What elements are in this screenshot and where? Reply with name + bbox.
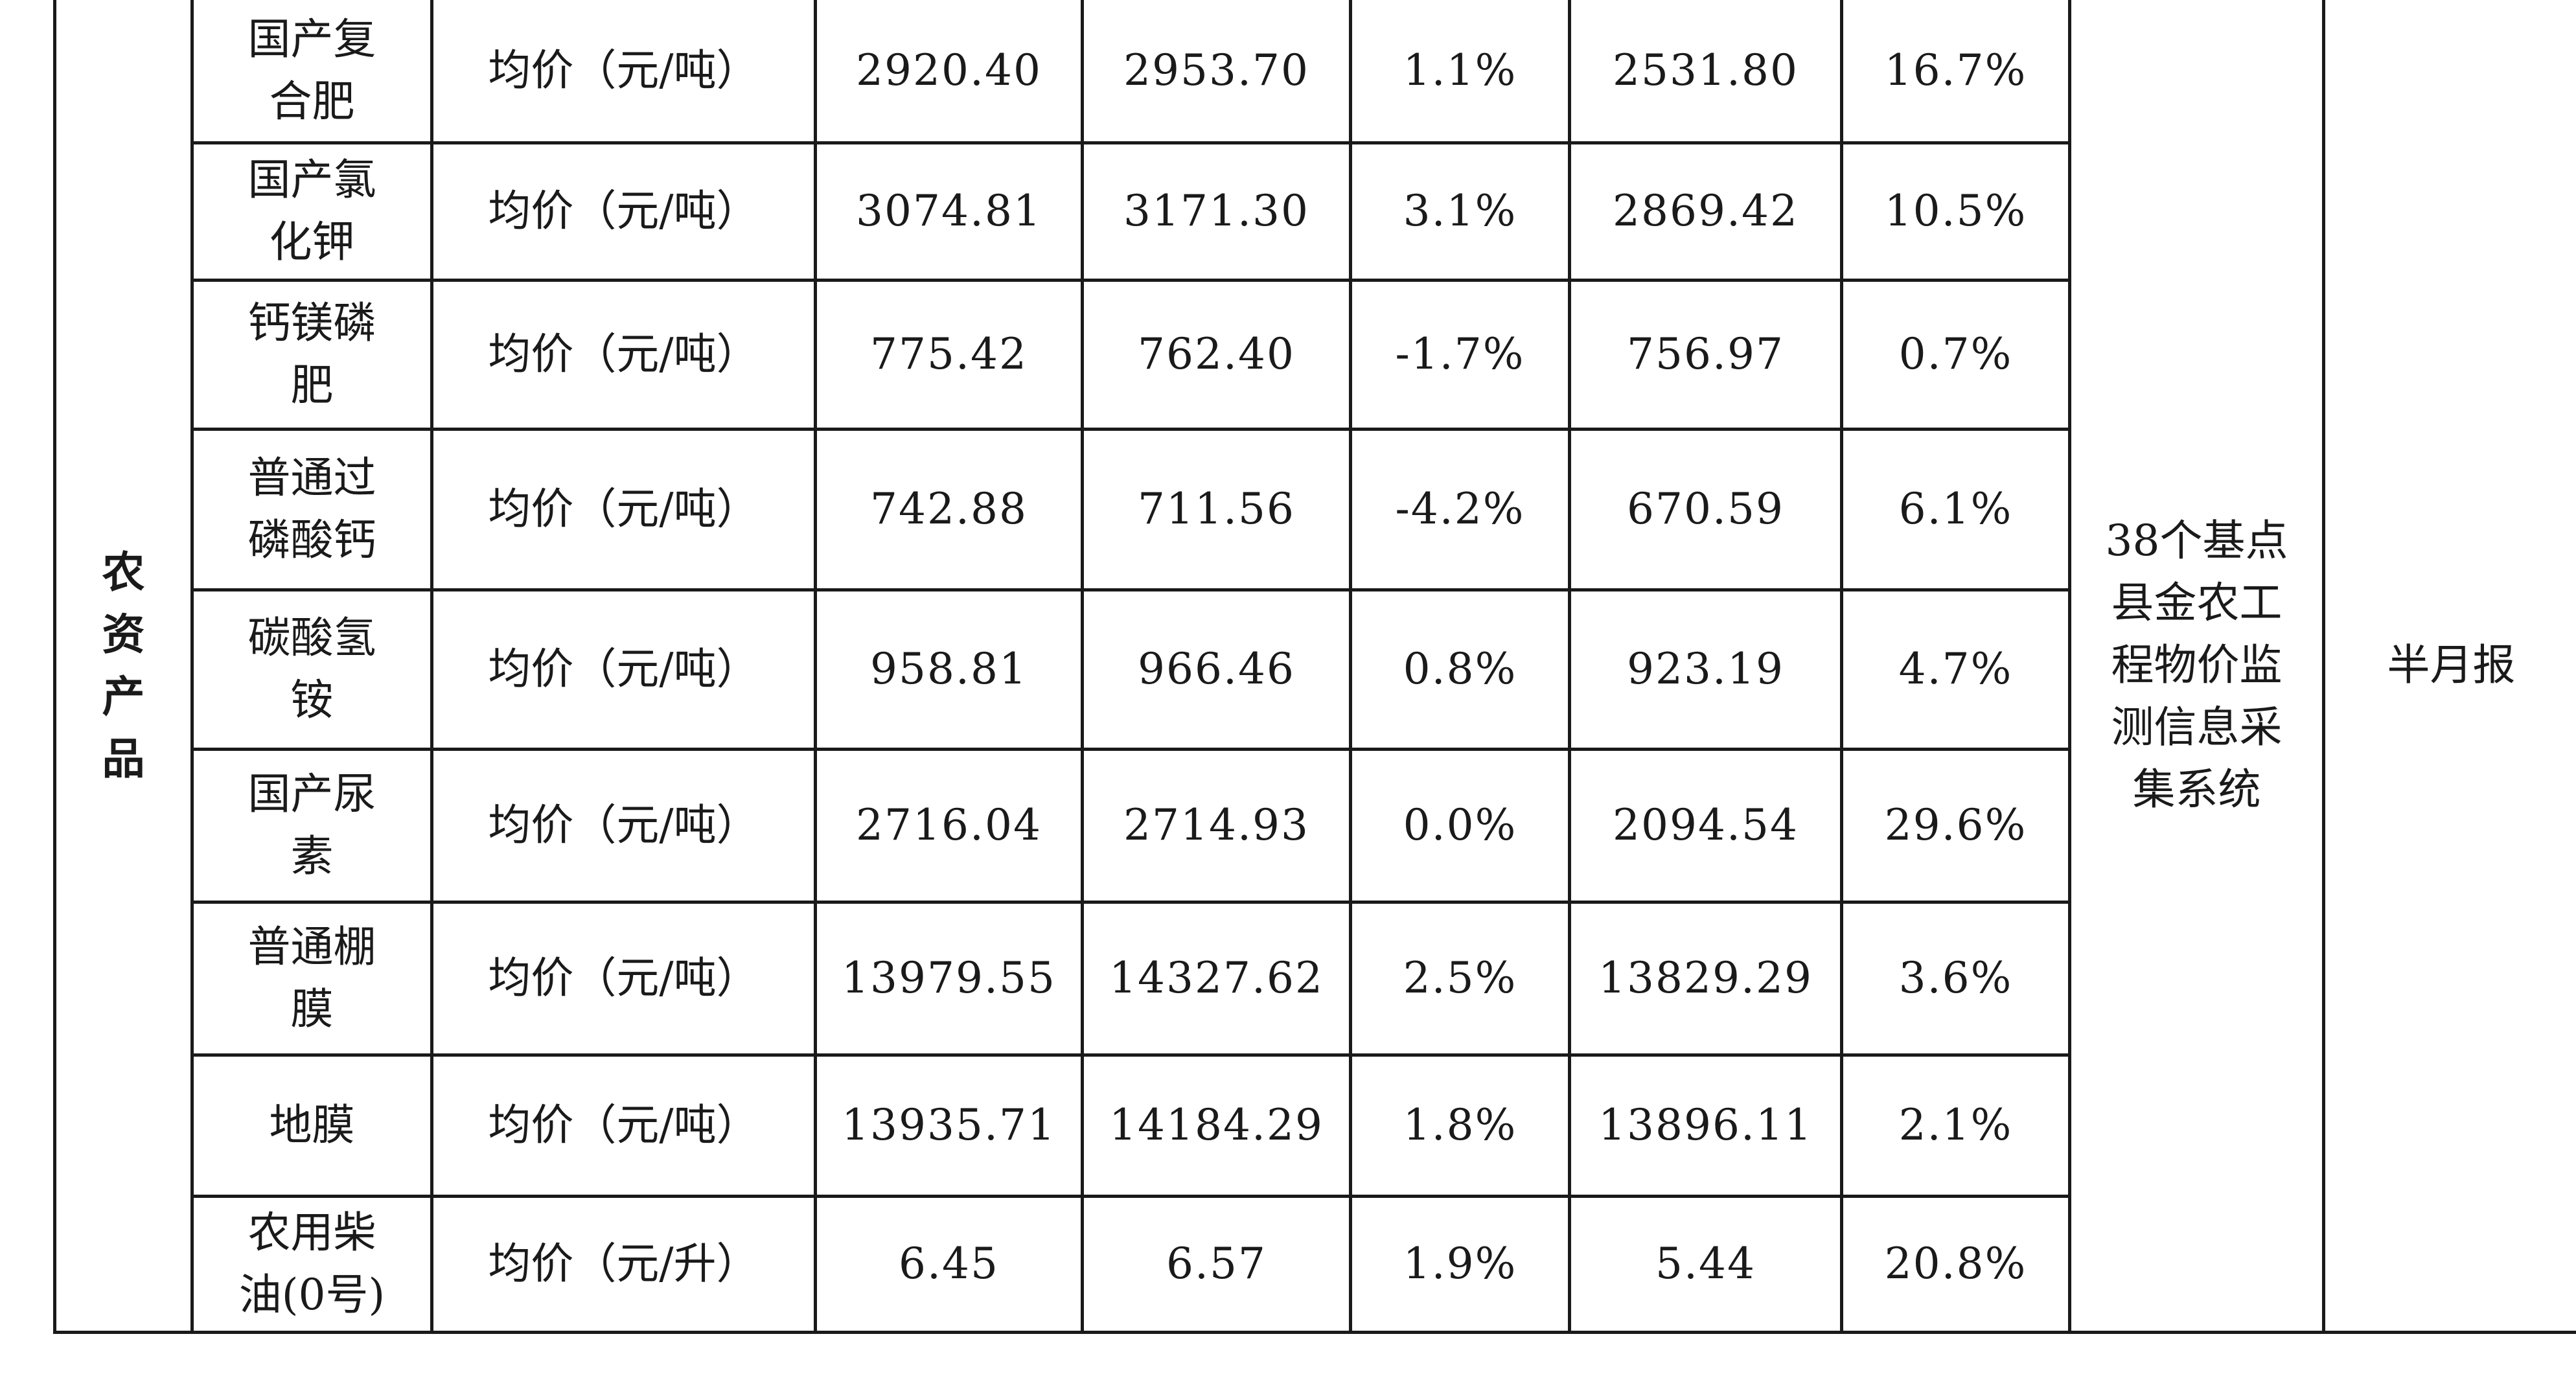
yoy-change-cell: 6.1% [1840, 427, 2071, 591]
table-row: 钙镁磷肥 均价（元/吨） 775.42 762.40 -1.7% 756.97 … [55, 278, 2576, 431]
price-table: 农资产品 国产复合肥 均价（元/吨） 2920.40 2953.70 1.1% … [53, 0, 2576, 1334]
change-cell: 3.1% [1349, 141, 1571, 282]
source-cell: 38个基点县金农工程物价监测信息采集系统 [2068, 0, 2325, 1334]
unit-cell: 均价（元/吨） [430, 278, 817, 431]
last-year-price-cell: 923.19 [1568, 588, 1843, 751]
unit-cell: 均价（元/吨） [430, 427, 817, 591]
previous-price-cell: 6.57 [1081, 1194, 1352, 1334]
yoy-change-cell: 3.6% [1840, 900, 2071, 1057]
change-cell: 0.8% [1349, 588, 1571, 751]
previous-price-cell: 14327.62 [1081, 900, 1352, 1057]
yoy-change-cell: 10.5% [1840, 141, 2071, 282]
change-cell: -1.7% [1349, 278, 1571, 431]
yoy-change-cell: 4.7% [1840, 588, 2071, 751]
unit-cell: 均价（元/吨） [430, 141, 817, 282]
product-name: 地膜 [269, 1100, 355, 1150]
unit-cell: 均价（元/吨） [430, 747, 817, 904]
unit-cell: 均价（元/吨） [430, 900, 817, 1057]
product-name: 普通过磷酸钙 [247, 453, 376, 565]
current-price-cell: 958.81 [814, 588, 1084, 751]
table-row: 普通过磷酸钙 均价（元/吨） 742.88 711.56 -4.2% 670.5… [55, 427, 2576, 591]
product-name-cell: 地膜 [190, 1053, 433, 1198]
current-price-cell: 775.42 [814, 278, 1084, 431]
product-name-cell: 普通过磷酸钙 [190, 427, 433, 591]
table-row: 农用柴油(0号) 均价（元/升） 6.45 6.57 1.9% 5.44 20.… [55, 1194, 2576, 1334]
category-label: 农资产品 [102, 546, 145, 784]
current-price-cell: 2716.04 [814, 747, 1084, 904]
current-price-cell: 2920.40 [814, 0, 1084, 144]
product-name: 普通棚膜 [247, 922, 376, 1034]
product-name: 农用柴油(0号) [238, 1208, 385, 1320]
product-name: 国产氯化钾 [247, 155, 376, 267]
yoy-change-cell: 0.7% [1840, 278, 2071, 431]
yoy-change-cell: 2.1% [1840, 1053, 2071, 1198]
last-year-price-cell: 756.97 [1568, 278, 1843, 431]
table-row: 农资产品 国产复合肥 均价（元/吨） 2920.40 2953.70 1.1% … [53, 0, 2576, 1334]
change-cell: 1.9% [1349, 1194, 1571, 1334]
product-name: 国产尿素 [247, 769, 376, 881]
yoy-change-cell: 20.8% [1840, 1194, 2071, 1334]
change-cell: -4.2% [1349, 427, 1571, 591]
yoy-change-cell: 29.6% [1840, 747, 2071, 904]
change-cell: 2.5% [1349, 900, 1571, 1057]
last-year-price-cell: 2869.42 [1568, 141, 1843, 282]
table-row: 碳酸氢铵 均价（元/吨） 958.81 966.46 0.8% 923.19 4… [55, 588, 2576, 751]
current-price-cell: 742.88 [814, 427, 1084, 591]
product-name: 国产复合肥 [247, 14, 376, 126]
unit-cell: 均价（元/升） [430, 1194, 817, 1334]
change-cell: 0.0% [1349, 747, 1571, 904]
table-row: 国产氯化钾 均价（元/吨） 3074.81 3171.30 3.1% 2869.… [55, 141, 2576, 282]
product-name-cell: 钙镁磷肥 [190, 278, 433, 431]
previous-price-cell: 3171.30 [1081, 141, 1352, 282]
table-row: 国产尿素 均价（元/吨） 2716.04 2714.93 0.0% 2094.5… [55, 747, 2576, 904]
product-name-cell: 国产尿素 [190, 747, 433, 904]
category-cell: 农资产品 [53, 0, 194, 1334]
frequency-cell: 半月报 [2322, 0, 2576, 1334]
table-row: 普通棚膜 均价（元/吨） 13979.55 14327.62 2.5% 1382… [55, 900, 2576, 1057]
product-name: 钙镁磷肥 [247, 298, 376, 410]
last-year-price-cell: 670.59 [1568, 427, 1843, 591]
table-row: 地膜 均价（元/吨） 13935.71 14184.29 1.8% 13896.… [55, 1053, 2576, 1198]
product-name-cell: 农用柴油(0号) [190, 1194, 433, 1334]
product-name: 碳酸氢铵 [247, 613, 376, 725]
previous-price-cell: 966.46 [1081, 588, 1352, 751]
current-price-cell: 13935.71 [814, 1053, 1084, 1198]
product-name-cell: 国产复合肥 [190, 0, 433, 144]
previous-price-cell: 2714.93 [1081, 747, 1352, 904]
change-cell: 1.1% [1349, 0, 1571, 144]
unit-cell: 均价（元/吨） [430, 588, 817, 751]
previous-price-cell: 2953.70 [1081, 0, 1352, 144]
last-year-price-cell: 13896.11 [1568, 1053, 1843, 1198]
unit-cell: 均价（元/吨） [430, 1053, 817, 1198]
source-label: 38个基点县金农工程物价监测信息采集系统 [2105, 515, 2288, 814]
last-year-price-cell: 2531.80 [1568, 0, 1843, 144]
product-name-cell: 普通棚膜 [190, 900, 433, 1057]
change-cell: 1.8% [1349, 1053, 1571, 1198]
current-price-cell: 13979.55 [814, 900, 1084, 1057]
last-year-price-cell: 5.44 [1568, 1194, 1843, 1334]
unit-cell: 均价（元/吨） [430, 0, 817, 144]
previous-price-cell: 711.56 [1081, 427, 1352, 591]
previous-price-cell: 14184.29 [1081, 1053, 1352, 1198]
current-price-cell: 3074.81 [814, 141, 1084, 282]
product-name-cell: 国产氯化钾 [190, 141, 433, 282]
current-price-cell: 6.45 [814, 1194, 1084, 1334]
product-name-cell: 碳酸氢铵 [190, 588, 433, 751]
previous-price-cell: 762.40 [1081, 278, 1352, 431]
last-year-price-cell: 13829.29 [1568, 900, 1843, 1057]
last-year-price-cell: 2094.54 [1568, 747, 1843, 904]
yoy-change-cell: 16.7% [1840, 0, 2071, 144]
